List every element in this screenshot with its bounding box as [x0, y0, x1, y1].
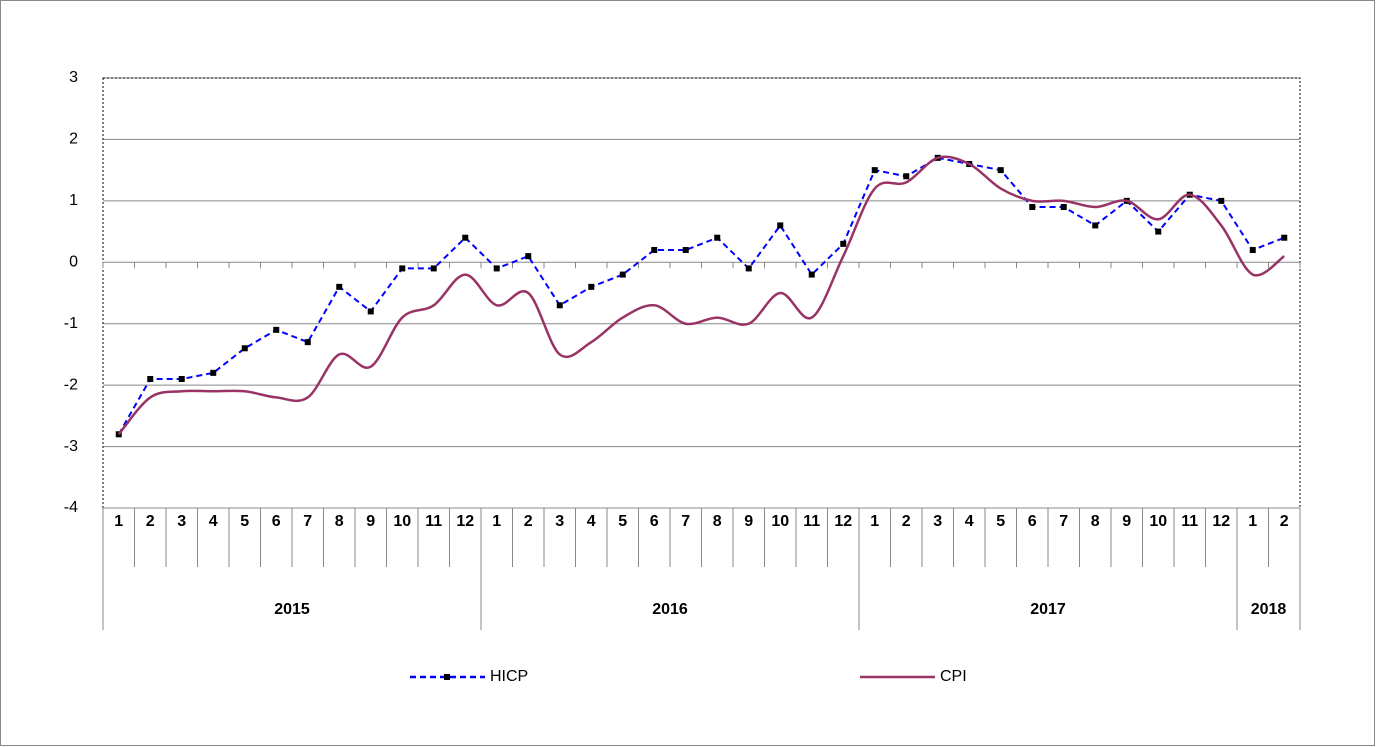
x-tick-label: 7: [681, 513, 690, 530]
series-marker: [745, 265, 752, 272]
y-tick-label: -4: [64, 499, 78, 516]
y-tick-label: 2: [69, 131, 78, 148]
x-tick-label: 10: [771, 513, 789, 530]
x-tick-label: 11: [425, 513, 442, 530]
x-tick-label: 6: [272, 513, 281, 530]
x-tick-label: 1: [114, 513, 123, 530]
y-tick-label: 3: [69, 69, 78, 86]
x-group-label: 2017: [1030, 601, 1066, 618]
series-marker: [714, 234, 721, 241]
x-tick-label: 2: [524, 513, 533, 530]
series-marker: [1029, 204, 1036, 210]
series-line: [117, 155, 1286, 436]
series-marker: [493, 265, 500, 272]
x-tick-label: 8: [335, 513, 344, 530]
y-tick-label: -2: [64, 376, 78, 393]
series-marker: [1218, 197, 1225, 204]
x-tick-label: 10: [393, 513, 411, 530]
series-marker: [777, 222, 784, 229]
y-tick-label: -3: [64, 438, 78, 455]
series-marker: [430, 265, 437, 272]
x-tick-label: 6: [1028, 513, 1037, 530]
x-tick-label: 9: [366, 513, 375, 530]
x-tick-label: 9: [1122, 513, 1131, 530]
legend-label: CPI: [940, 668, 967, 685]
x-tick-label: 6: [650, 513, 659, 530]
x-group-label: 2016: [652, 601, 688, 618]
x-tick-label: 1: [492, 513, 501, 530]
series-marker: [1060, 204, 1067, 210]
legend-label: HICP: [490, 668, 528, 685]
series-marker: [1092, 222, 1099, 229]
x-tick-label: 7: [1059, 513, 1068, 530]
series-marker: [210, 369, 217, 376]
x-tick-label: 1: [1248, 513, 1257, 530]
x-group-label: 2018: [1251, 601, 1287, 618]
series-marker: [1249, 247, 1256, 253]
x-tick-label: 8: [713, 513, 722, 530]
series-marker: [997, 167, 1004, 174]
x-tick-label: 5: [618, 513, 627, 530]
series-marker: [525, 253, 532, 260]
x-tick-label: 5: [996, 513, 1005, 530]
x-tick-label: 2: [902, 513, 911, 530]
series-marker: [556, 302, 563, 309]
series-marker: [462, 234, 469, 241]
x-tick-label: 4: [209, 513, 218, 530]
x-tick-label: 3: [933, 513, 942, 530]
x-tick-label: 1: [870, 513, 879, 530]
series-marker: [367, 308, 374, 315]
series-marker: [808, 271, 815, 278]
x-tick-label: 8: [1091, 513, 1100, 530]
x-tick-label: 7: [303, 513, 312, 530]
series-marker: [1281, 234, 1288, 241]
x-tick-label: 11: [1181, 513, 1198, 530]
series-marker: [840, 240, 847, 247]
x-tick-label: 4: [587, 513, 596, 530]
series-marker: [619, 271, 626, 278]
y-tick-label: 1: [69, 192, 78, 209]
x-tick-label: 2: [146, 513, 155, 530]
x-tick-label: 12: [456, 513, 474, 530]
series-line: [117, 156, 1285, 435]
x-tick-label: 3: [177, 513, 186, 530]
y-tick-label: 0: [69, 254, 78, 271]
x-group-label: 2015: [274, 601, 310, 618]
x-tick-label: 3: [555, 513, 564, 530]
series-marker: [336, 283, 343, 290]
x-tick-label: 11: [803, 513, 820, 530]
series-marker: [682, 247, 689, 253]
x-tick-label: 2: [1280, 513, 1289, 530]
series-marker: [178, 376, 185, 382]
series-marker: [1155, 228, 1162, 235]
legend-marker: [444, 674, 450, 680]
series-marker: [399, 265, 406, 272]
x-tick-label: 9: [744, 513, 753, 530]
x-tick-label: 12: [1212, 513, 1230, 530]
series-marker: [588, 283, 595, 290]
series-marker: [304, 339, 311, 346]
series-marker: [871, 167, 878, 174]
y-tick-label: -1: [64, 315, 78, 332]
series-marker: [147, 376, 154, 382]
series-marker: [273, 326, 280, 333]
x-tick-label: 12: [834, 513, 852, 530]
x-tick-label: 4: [965, 513, 974, 530]
series-marker: [651, 247, 658, 253]
series-marker: [903, 173, 910, 180]
x-tick-label: 5: [240, 513, 249, 530]
series-marker: [241, 345, 248, 352]
x-tick-label: 10: [1149, 513, 1167, 530]
